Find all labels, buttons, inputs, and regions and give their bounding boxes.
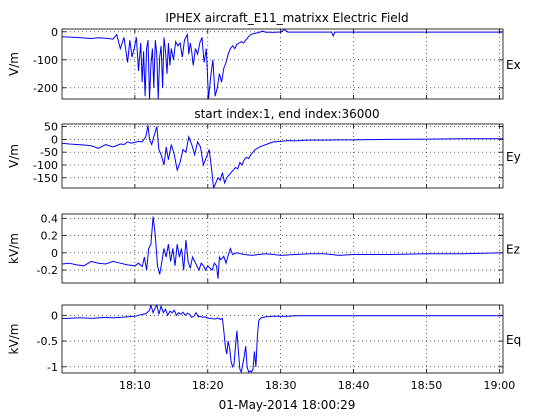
x-tick-label: 18:20 [192,379,224,392]
y-tick-label: 0 [51,309,58,322]
y-tick-label: -150 [33,172,58,185]
figure-title: IPHEX aircraft_E11_matrixx Electric Fiel… [165,11,408,25]
y-tick-label: 0.2 [41,230,59,243]
y-axis-label: V/m [7,144,21,168]
x-tick-label: 19:00 [484,379,516,392]
axes-box [61,28,504,100]
x-tick-label: 18:10 [119,379,151,392]
panel-3: 0.4 0.2 0 -0.2 kV/m Ez [7,212,520,284]
component-label: Ex [506,58,521,72]
y-tick-label: 0.4 [41,212,59,225]
series-line-ey [62,125,503,188]
y-tick-label: -0.2 [37,264,58,277]
y-tick-label: -0.5 [37,335,58,348]
component-label: Eq [506,333,521,347]
y-tick-label: -100 [33,54,58,67]
y-tick-label: 50 [44,121,58,134]
y-tick-label: 0 [51,247,58,260]
component-label: Ey [506,150,521,164]
y-axis-label: V/m [7,52,21,76]
x-tick-label: 18:50 [411,379,443,392]
panel-1: 0 -100 -200 V/m Ex [7,26,521,100]
y-tick-label: 0 [51,26,58,39]
axes-box [61,304,504,374]
y-tick-label: -100 [33,159,58,172]
panel-2: 500-50-100-150 V/m Ey [7,121,521,189]
y-axis-label: kV/m [7,233,21,264]
x-tick-label: 18:40 [338,379,370,392]
series-line-eq [62,305,503,373]
axes-box [61,123,504,189]
x-axis-label: 01-May-2014 18:00:29 [219,398,356,412]
figure-subtitle: start index:1, end index:36000 [194,107,379,121]
axes-box [61,213,504,284]
component-label: Ez [506,243,520,257]
panel-4: 0 -0.5 -1 18:10 18:20 18:30 18:40 18:50 19:00 kV/… [7,304,521,392]
y-tick-label: -50 [40,146,58,159]
x-tick-label: 18:30 [265,379,297,392]
y-tick-label: 0 [51,133,58,146]
y-tick-label: -1 [47,361,58,374]
y-axis-label: kV/m [7,324,21,355]
y-tick-label: -200 [33,82,58,95]
series-line-ex [62,29,503,99]
series-line-ez [62,216,503,279]
